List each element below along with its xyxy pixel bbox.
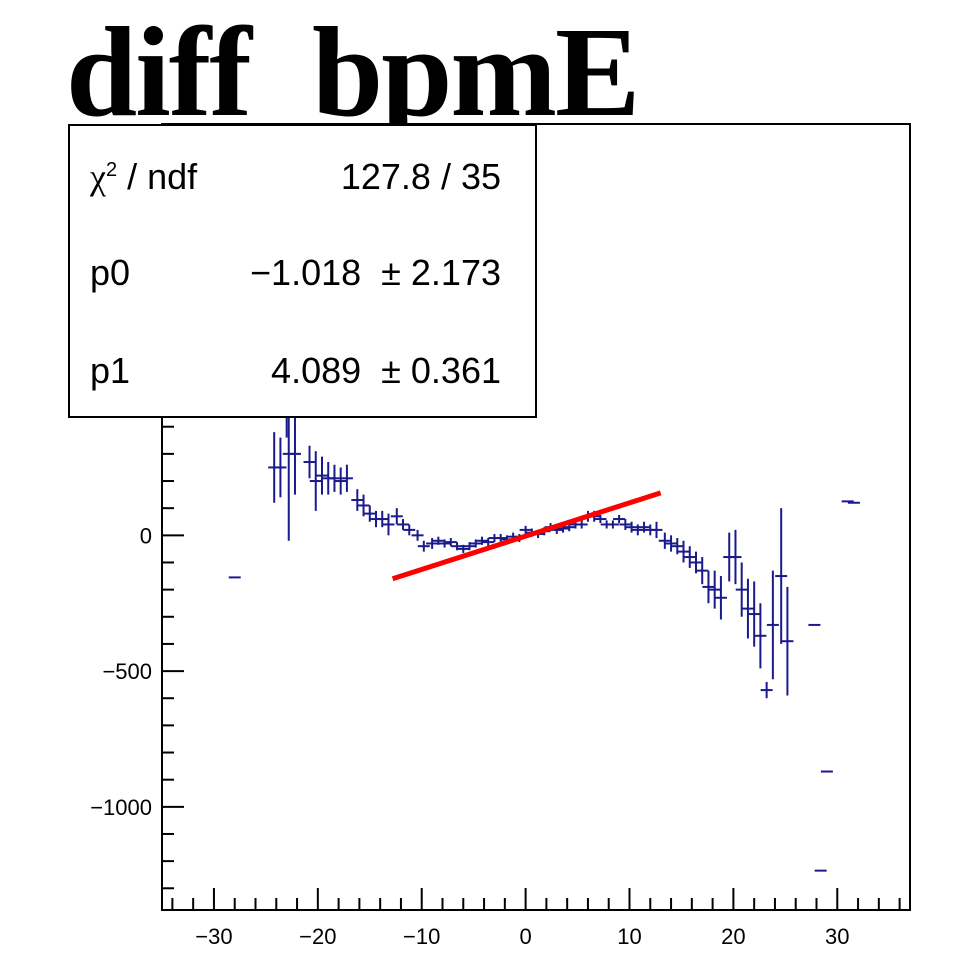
y-tick-label: −500: [102, 659, 152, 684]
x-tick-label: −30: [195, 924, 232, 949]
x-tick-label: 0: [519, 924, 531, 949]
x-tick-label: −10: [403, 924, 440, 949]
p0-label: p0: [90, 252, 131, 293]
x-tick-label: −20: [299, 924, 336, 949]
fit-line: [391, 490, 662, 582]
x-tick-label: 20: [721, 924, 745, 949]
stats-row-chi2: χ2 / ndf 127.8 / 35: [70, 156, 535, 216]
p1-value: 4.089 ± 0.361: [271, 350, 501, 391]
p1-label: p1: [90, 350, 131, 391]
chi2-value: 127.8 / 35: [340, 156, 501, 197]
x-tick-label: 30: [825, 924, 849, 949]
chart-title: diff_bpmE: [66, 1, 640, 143]
x-tick-label: 10: [617, 924, 641, 949]
chi2-label: χ2 / ndf: [90, 156, 198, 197]
stats-row-p1: p1 4.089 ± 0.361: [70, 350, 535, 410]
stats-row-p0: p0 −1.018 ± 2.173: [70, 252, 535, 312]
x-axis: −30 −20 −10 0 10 20 30: [171, 888, 901, 949]
p0-value: −1.018 ± 2.173: [250, 252, 501, 293]
stats-box: χ2 / ndf 127.8 / 35 p0 −1.018 ± 2.173 p1…: [68, 124, 537, 418]
y-tick-label: −1000: [90, 795, 152, 820]
data-series: [228, 366, 860, 872]
y-tick-label: 0: [140, 523, 152, 548]
